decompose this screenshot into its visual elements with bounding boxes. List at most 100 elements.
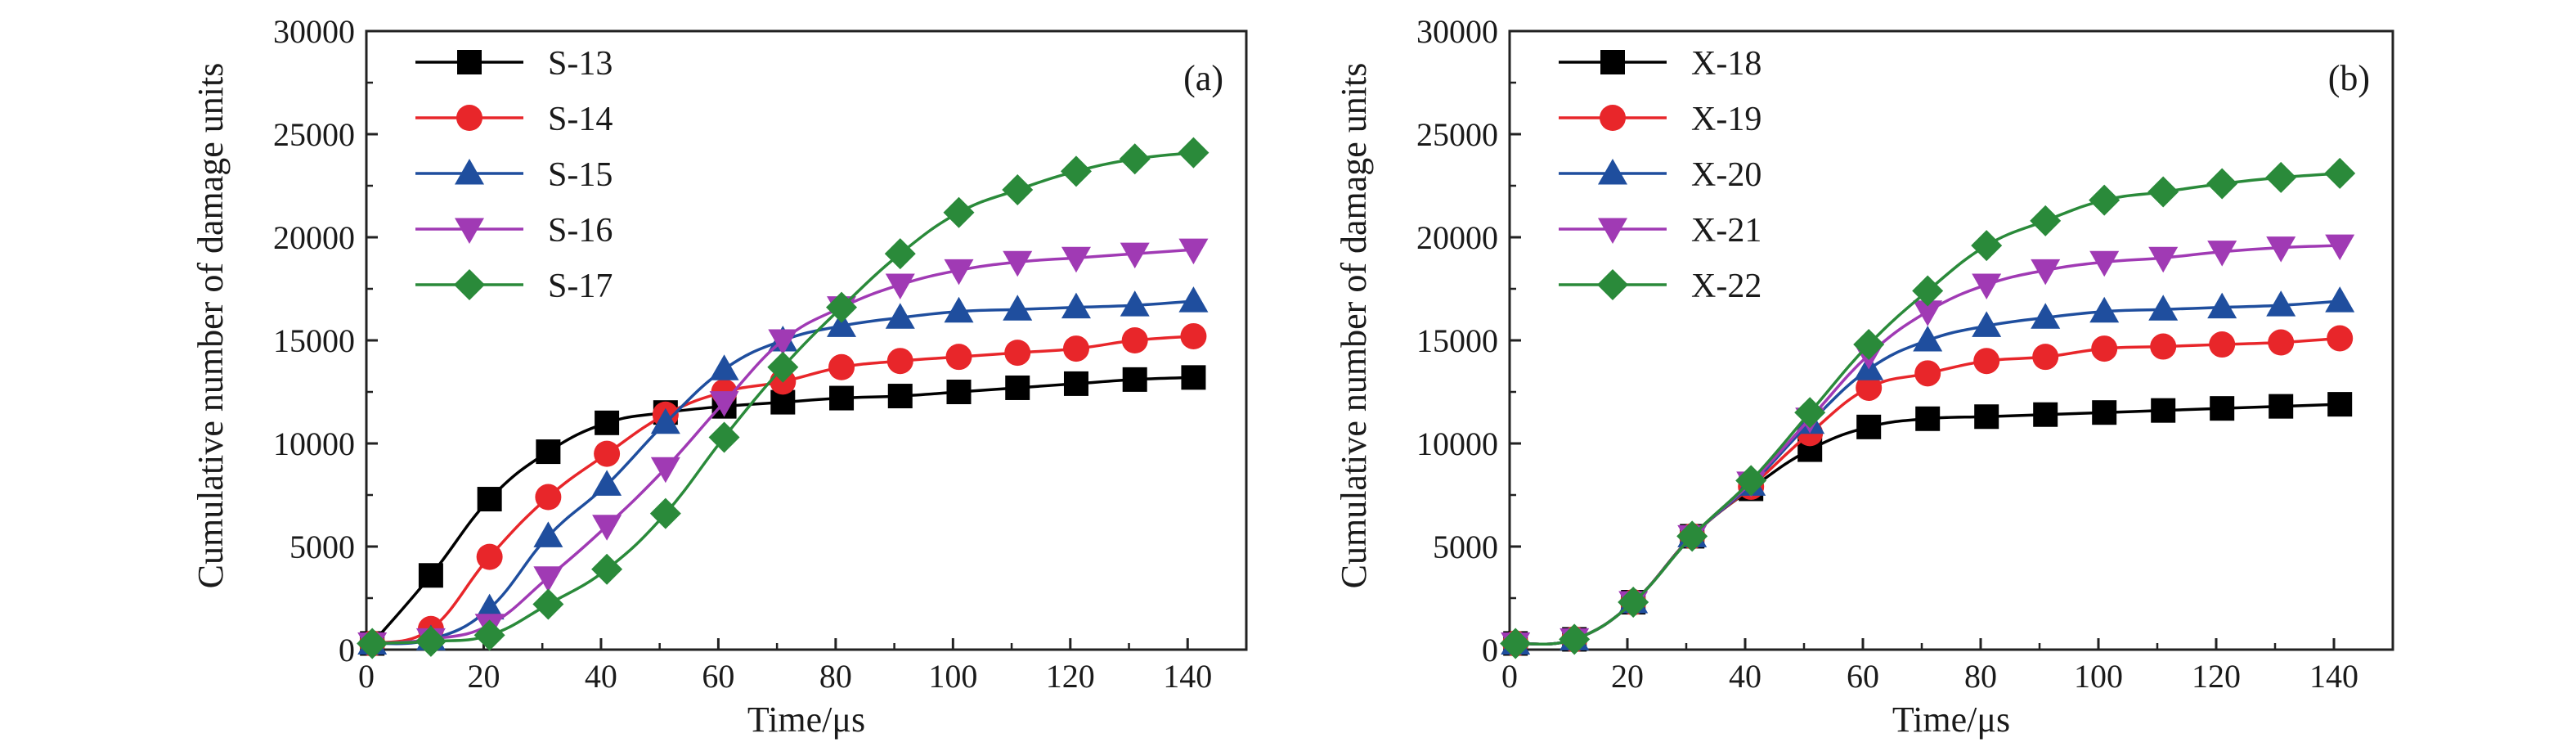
data-point — [886, 348, 913, 375]
legend-label: S-13 — [548, 45, 613, 83]
data-point — [2033, 402, 2058, 427]
y-tick-label: 25000 — [1416, 116, 1498, 153]
data-point — [1005, 375, 1030, 400]
data-point — [1973, 348, 2000, 375]
data-point — [2151, 398, 2176, 423]
data-point — [2327, 325, 2354, 352]
data-point — [1974, 404, 1999, 430]
y-tick-label: 0 — [339, 632, 355, 668]
data-point — [828, 353, 855, 380]
data-point — [885, 273, 915, 299]
legend-swatch-marker — [1600, 50, 1625, 74]
data-point — [1913, 300, 1943, 326]
chart-panel-a: 0 20 40 60 80 100 120 140 0 5000 10000 15000 20000 25… — [191, 13, 1248, 740]
legend-swatch-marker — [455, 159, 484, 185]
data-point — [943, 196, 975, 228]
y-tick-label: 25000 — [273, 116, 355, 153]
data-point — [649, 497, 681, 529]
data-point — [2327, 392, 2353, 417]
x-tick-label: 20 — [1611, 658, 1644, 695]
data-point — [1120, 290, 1150, 317]
data-point — [418, 563, 443, 588]
data-point — [594, 440, 621, 467]
data-point — [533, 566, 563, 592]
y-tick-label: 5000 — [1433, 529, 1498, 565]
data-point — [1119, 143, 1151, 175]
data-point — [1178, 238, 1209, 265]
data-point — [768, 329, 798, 355]
data-point — [473, 619, 505, 651]
legend-swatch-marker — [1600, 105, 1626, 131]
y-tick-label: 15000 — [1416, 322, 1498, 359]
legend-label: S-15 — [548, 156, 613, 194]
y-tick-label: 5000 — [289, 529, 355, 565]
data-point — [2030, 205, 2062, 236]
data-point — [1121, 327, 1148, 353]
data-point — [1122, 367, 1147, 392]
series-x-22 — [1500, 157, 2356, 659]
data-point — [2266, 236, 2296, 263]
data-point — [887, 384, 913, 409]
data-point — [1003, 250, 1033, 277]
data-point — [2210, 396, 2235, 421]
y-tick-label: 15000 — [273, 322, 355, 359]
legend-swatch-marker — [457, 50, 482, 74]
legend-label: X-18 — [1691, 45, 1761, 83]
data-point — [591, 553, 623, 585]
legend-label: X-19 — [1691, 101, 1761, 138]
data-point — [709, 391, 739, 417]
data-point — [1178, 286, 1209, 313]
data-point — [1618, 587, 1649, 619]
data-point — [2150, 333, 2177, 360]
data-point — [1912, 275, 1944, 307]
data-point — [535, 484, 562, 511]
data-point — [1972, 273, 2002, 299]
panel-tag: (a) — [1183, 58, 1223, 98]
legend-swatch-marker — [455, 218, 484, 244]
x-tick-label: 100 — [928, 658, 977, 695]
data-point — [2268, 329, 2295, 356]
data-point — [477, 487, 502, 512]
y-axis-label: Cumulative number of damage units — [191, 63, 231, 589]
y-tick-label: 30000 — [1416, 13, 1498, 50]
data-point — [1971, 230, 2003, 262]
data-point — [2089, 184, 2120, 216]
legend-label: S-16 — [548, 212, 613, 250]
data-point — [2147, 176, 2179, 208]
data-point — [2091, 335, 2118, 362]
data-point — [650, 407, 680, 434]
data-point — [826, 291, 858, 323]
y-tick-label: 20000 — [1416, 219, 1498, 256]
data-point — [536, 439, 561, 465]
series-s-17 — [357, 137, 1209, 659]
data-point — [1178, 137, 1209, 169]
y-axis-label: Cumulative number of damage units — [1334, 63, 1374, 589]
data-point — [709, 354, 739, 380]
x-tick-label: 80 — [819, 658, 852, 695]
x-tick-label: 140 — [1163, 658, 1212, 695]
data-point — [476, 543, 503, 570]
data-point — [2207, 241, 2237, 267]
data-point — [767, 351, 799, 383]
data-point — [944, 259, 974, 286]
data-point — [1004, 340, 1031, 367]
series-line — [372, 248, 1194, 646]
data-point — [1559, 623, 1591, 655]
data-point — [884, 238, 916, 270]
data-point — [1914, 360, 1941, 387]
data-point — [2089, 250, 2120, 277]
data-point — [1061, 292, 1091, 319]
series-line — [372, 299, 1194, 646]
legend-label: S-17 — [548, 268, 613, 305]
x-tick-label: 120 — [1046, 658, 1095, 695]
x-tick-label: 120 — [2192, 658, 2241, 695]
data-point — [1676, 520, 1708, 552]
y-tick-label: 10000 — [1416, 425, 1498, 462]
data-point — [474, 593, 505, 620]
data-point — [2032, 344, 2059, 371]
y-tick-label: 0 — [1482, 632, 1498, 668]
data-point — [1913, 326, 1943, 352]
legend-swatch-marker — [1597, 269, 1628, 300]
data-point — [357, 628, 388, 659]
data-point — [1972, 311, 2002, 337]
